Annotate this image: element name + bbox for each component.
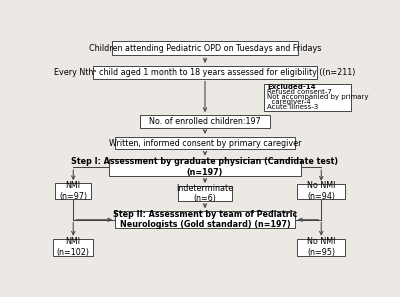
Text: Step I: Assessment by graduate physician (Candidate test)
(n=197): Step I: Assessment by graduate physician…: [72, 157, 338, 177]
FancyBboxPatch shape: [112, 41, 298, 55]
Text: Children attending Pediatric OPD on Tuesdays and Fridays: Children attending Pediatric OPD on Tues…: [89, 44, 321, 53]
Text: Step II: Assessment by team of Pediatric
Neurologists (Gold standard) (n=197): Step II: Assessment by team of Pediatric…: [113, 210, 297, 230]
FancyBboxPatch shape: [109, 159, 301, 176]
Text: Written, informed consent by primary caregiver: Written, informed consent by primary car…: [109, 139, 301, 148]
Text: NMI
(n=102): NMI (n=102): [57, 238, 90, 257]
Text: Refused consent-7: Refused consent-7: [267, 89, 332, 95]
FancyBboxPatch shape: [115, 137, 295, 149]
FancyBboxPatch shape: [178, 186, 232, 201]
Text: No NMI
(n=95): No NMI (n=95): [307, 238, 336, 257]
FancyBboxPatch shape: [56, 183, 91, 199]
FancyBboxPatch shape: [264, 84, 351, 111]
FancyBboxPatch shape: [115, 211, 295, 228]
Text: caregiver-4: caregiver-4: [267, 99, 311, 105]
FancyBboxPatch shape: [94, 66, 317, 78]
FancyBboxPatch shape: [53, 238, 94, 256]
FancyBboxPatch shape: [297, 184, 345, 199]
Text: Excluded-14: Excluded-14: [267, 84, 316, 90]
FancyBboxPatch shape: [297, 238, 345, 256]
Text: Every Nthᵃ child aged 1 month to 18 years assessed for eligibility ((n=211): Every Nthᵃ child aged 1 month to 18 year…: [54, 68, 356, 77]
Text: Not accompanied by primary: Not accompanied by primary: [267, 94, 368, 100]
FancyBboxPatch shape: [140, 115, 270, 128]
Text: No. of enrolled children:197: No. of enrolled children:197: [149, 117, 261, 126]
Text: NMI
(n=97): NMI (n=97): [59, 181, 87, 201]
Text: No NMI
(n=94): No NMI (n=94): [307, 181, 336, 201]
Text: Indeterminate
(n=6): Indeterminate (n=6): [176, 184, 234, 203]
Text: Acute illness-3: Acute illness-3: [267, 104, 318, 110]
